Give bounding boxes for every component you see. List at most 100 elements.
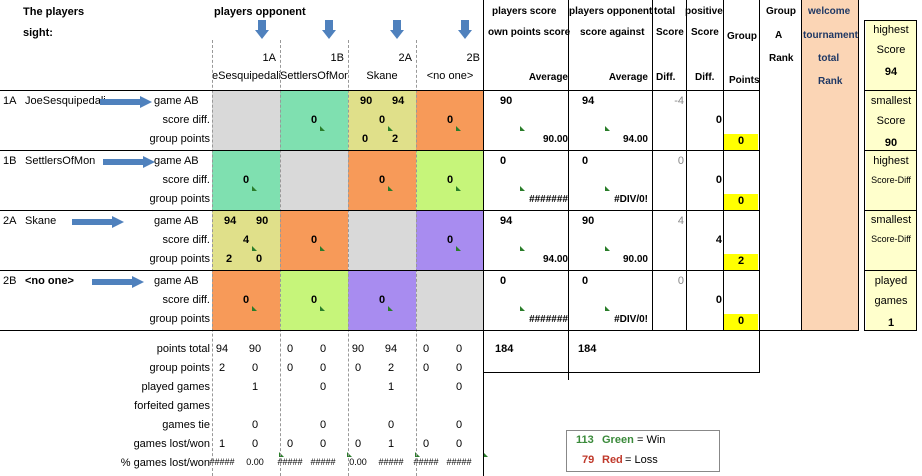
column-code[interactable]: 1B	[330, 52, 344, 64]
group-a-header[interactable]: Group	[766, 6, 796, 17]
legend-win-text[interactable]: = Win	[637, 434, 666, 446]
score-diff-label[interactable]: score diff.	[162, 294, 211, 306]
summary-value[interactable]: 0.00	[246, 457, 264, 467]
group-points-label[interactable]: group points	[149, 313, 210, 325]
opp-score[interactable]: 0	[582, 275, 589, 287]
score-diff-value[interactable]: 0	[310, 294, 318, 306]
summary-value[interactable]: 0	[387, 419, 395, 431]
score-diff-label[interactable]: score diff.	[162, 234, 211, 246]
summary-value[interactable]: 0	[455, 419, 463, 431]
score-diff-value[interactable]: 0	[378, 114, 386, 126]
own-average[interactable]: 94.00	[542, 254, 568, 265]
summary-value[interactable]: #####	[378, 457, 404, 467]
summary-label[interactable]: played games	[141, 381, 211, 393]
players-sight-label[interactable]: The players	[23, 6, 85, 18]
game-score-b[interactable]: 90	[256, 215, 269, 227]
summary-value[interactable]: 0	[455, 343, 463, 355]
score-diff-value[interactable]: 0	[446, 114, 454, 126]
group-points-label[interactable]: group points	[149, 133, 210, 145]
player-code[interactable]: 2B	[3, 275, 17, 287]
summary-value[interactable]: #####	[413, 457, 439, 467]
opp-average[interactable]: #DIV/0!	[614, 194, 648, 205]
score-diff-value[interactable]: 0	[446, 174, 454, 186]
player-code[interactable]: 1B	[3, 155, 17, 167]
own-average[interactable]: #######	[529, 314, 568, 325]
diff-label[interactable]: Diff.	[656, 72, 676, 83]
stat-label[interactable]: played	[874, 275, 908, 287]
summary-value[interactable]: 0	[422, 362, 430, 374]
own-score[interactable]: 90	[500, 95, 513, 107]
average-label[interactable]: Average	[608, 72, 648, 83]
opp-average[interactable]: 90.00	[622, 254, 648, 265]
summary-label[interactable]: group points	[149, 362, 210, 374]
own-score[interactable]: 0	[500, 155, 507, 167]
group-points-total[interactable]: 0	[737, 195, 745, 207]
column-player-name[interactable]: eSesquipedali	[212, 70, 280, 82]
summary-value[interactable]: 0	[422, 343, 430, 355]
own-score-total[interactable]: 184	[495, 343, 514, 355]
welcome-header[interactable]: Rank	[818, 76, 843, 87]
group-point-b[interactable]: 2	[392, 133, 399, 145]
summary-value[interactable]: #####	[446, 457, 472, 467]
column-code[interactable]: 2A	[398, 52, 412, 64]
legend-win-number[interactable]: 113	[576, 434, 594, 446]
stat-label[interactable]: highest	[873, 155, 909, 167]
summary-value[interactable]: 0	[286, 438, 294, 450]
summary-value[interactable]: 0	[354, 438, 362, 450]
player-name[interactable]: JoeSesquipedali	[25, 95, 106, 107]
group-a-header[interactable]: Rank	[769, 53, 794, 64]
welcome-header[interactable]: tournament	[803, 30, 858, 41]
summary-label[interactable]: % games lost/won	[120, 457, 210, 469]
game-score-a[interactable]: 90	[360, 95, 373, 107]
group-points-total[interactable]: 0	[737, 315, 745, 327]
summary-value[interactable]: 1	[218, 438, 226, 450]
opp-average[interactable]: #DIV/0!	[614, 314, 648, 325]
summary-value[interactable]: 2	[218, 362, 226, 374]
player-name[interactable]: <no one>	[25, 275, 74, 287]
score-diff-value[interactable]: 0	[446, 234, 454, 246]
summary-value[interactable]: 0	[422, 438, 430, 450]
opp-score-header[interactable]: players opponent	[569, 6, 653, 17]
stat-label[interactable]: highest	[873, 24, 909, 36]
group-point-b[interactable]: 0	[256, 253, 263, 265]
player-name[interactable]: Skane	[25, 215, 57, 227]
group-header[interactable]: Group	[727, 31, 757, 42]
summary-value[interactable]: 94	[215, 343, 229, 355]
total-diff[interactable]: 0	[677, 275, 684, 287]
players-score-header[interactable]: players score	[492, 6, 557, 17]
legend-loss-text[interactable]: = Loss	[625, 454, 658, 466]
group-points-label[interactable]: group points	[149, 193, 210, 205]
positive-score-header[interactable]: Score	[691, 27, 719, 38]
summary-value[interactable]: 90	[351, 343, 365, 355]
opp-score[interactable]: 0	[582, 155, 589, 167]
stat-label[interactable]: games	[874, 295, 908, 307]
group-points-header[interactable]: Points	[729, 75, 760, 86]
summary-value[interactable]: 0	[455, 362, 463, 374]
group-point-a[interactable]: 2	[226, 253, 233, 265]
players-sight-label[interactable]: sight:	[23, 27, 53, 39]
summary-value[interactable]: #####	[209, 457, 235, 467]
score-diff-value[interactable]: 0	[242, 174, 250, 186]
own-average[interactable]: 90.00	[542, 134, 568, 145]
game-label[interactable]: game AB	[154, 155, 199, 167]
stat-value[interactable]: 90	[884, 137, 898, 149]
summary-label[interactable]: games lost/won	[133, 438, 210, 450]
stat-value[interactable]: 94	[884, 66, 898, 78]
score-diff-value[interactable]: 0	[310, 114, 318, 126]
positive-diff[interactable]: 4	[715, 234, 722, 246]
stat-label[interactable]: Score-Diff	[871, 234, 911, 244]
stat-label[interactable]: smallest	[870, 214, 912, 226]
summary-value[interactable]: 0	[251, 362, 259, 374]
total-diff[interactable]: 4	[677, 215, 684, 227]
game-score-b[interactable]: 94	[392, 95, 405, 107]
summary-value[interactable]: 1	[251, 381, 259, 393]
summary-value[interactable]: 0	[455, 438, 463, 450]
opp-score-total[interactable]: 184	[578, 343, 597, 355]
summary-value[interactable]: 0	[319, 419, 327, 431]
score-diff-value[interactable]: 0	[310, 234, 318, 246]
summary-value[interactable]: 94	[384, 343, 398, 355]
group-points-label[interactable]: group points	[149, 253, 210, 265]
total-diff[interactable]: 0	[677, 155, 684, 167]
positive-diff[interactable]: 0	[715, 174, 722, 186]
column-code[interactable]: 1A	[262, 52, 276, 64]
